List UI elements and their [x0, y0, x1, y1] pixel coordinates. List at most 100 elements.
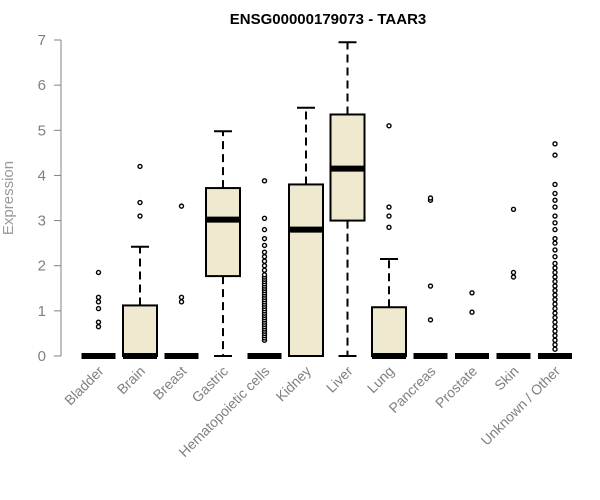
outlier-point [178, 203, 185, 209]
boxes [81, 41, 572, 359]
outlier-point [261, 258, 268, 264]
outlier-point [552, 235, 558, 242]
box-iqr [122, 304, 158, 358]
x-tick-label: Skin [491, 363, 522, 394]
outlier-point [552, 328, 558, 334]
x-tick-label: Liver [323, 363, 356, 396]
outlier-point [386, 213, 392, 219]
outlier-point [469, 290, 475, 296]
outlier-point [552, 190, 558, 197]
box-group [247, 178, 282, 359]
x-tick-label: Lung [364, 363, 397, 396]
outlier-point [552, 247, 558, 253]
outlier-point [137, 213, 143, 219]
outlier-point [386, 204, 392, 210]
outlier-point [552, 337, 558, 343]
box-group [413, 195, 448, 359]
y-tick-label: 0 [38, 348, 46, 365]
outlier-point [552, 310, 558, 316]
outlier-point [552, 305, 558, 312]
box-group [164, 203, 199, 359]
outlier-point [95, 323, 102, 330]
box-iqr [205, 187, 241, 278]
outlier-point [552, 204, 558, 210]
outlier-point [510, 274, 517, 280]
outlier-point [552, 240, 558, 246]
y-tick-label: 5 [38, 122, 46, 139]
outlier-point [510, 206, 517, 212]
outlier-point [552, 301, 558, 307]
outlier-point [137, 199, 143, 206]
outlier-point [552, 278, 558, 285]
outlier-point [552, 226, 558, 233]
outlier-point [552, 323, 558, 330]
x-tick-label: Breast [150, 363, 190, 403]
outlier-point [261, 178, 268, 184]
outlier-point [552, 253, 558, 260]
outlier-point [261, 263, 268, 269]
outlier-point [261, 272, 268, 278]
outlier-point [552, 152, 558, 158]
box-group [496, 206, 531, 359]
y-tick-label: 6 [38, 77, 46, 94]
outlier-point [261, 249, 268, 255]
box-group [371, 123, 407, 359]
outlier-point [178, 299, 185, 305]
y-tick-label: 1 [38, 303, 46, 320]
outlier-point [95, 294, 102, 301]
outlier-point [469, 309, 475, 315]
outlier-point [552, 296, 558, 303]
outlier-point [261, 226, 268, 233]
outlier-point [552, 269, 558, 276]
outlier-point [95, 299, 102, 305]
outlier-point [510, 269, 517, 276]
outlier-point [427, 317, 434, 323]
outlier-point [552, 319, 558, 325]
outlier-point [552, 332, 558, 339]
outlier-point [552, 265, 558, 271]
box-group [205, 130, 241, 357]
outlier-point [261, 253, 268, 260]
outlier-point [261, 267, 268, 273]
x-tick-label: Bladder [61, 363, 107, 409]
outlier-point [552, 342, 558, 348]
box-group [455, 290, 489, 359]
box-group [538, 141, 572, 359]
x-tick-label: Prostate [432, 363, 480, 411]
outlier-point [552, 197, 558, 203]
x-tick-label: Brain [114, 363, 148, 397]
x-tick-label: Unknown / Other [478, 363, 564, 449]
y-tick-label: 2 [38, 258, 46, 275]
outlier-point [95, 269, 102, 276]
x-tick-label: Kidney [273, 363, 315, 405]
outlier-point [552, 292, 558, 298]
outlier-point [178, 294, 185, 301]
box-group [81, 269, 116, 359]
outlier-point [552, 220, 558, 226]
box-group [122, 163, 158, 359]
box-group [288, 106, 324, 357]
box-iqr [288, 183, 324, 357]
outlier-point [261, 242, 268, 249]
outlier-point [261, 215, 268, 222]
y-ticks: 0 1 2 3 4 5 6 7 [38, 32, 61, 365]
outlier-point [386, 123, 392, 129]
outlier-point [552, 346, 558, 352]
outlier-point [552, 314, 558, 321]
outlier-point [427, 195, 434, 201]
outlier-point [552, 213, 558, 219]
outlier-point [552, 141, 558, 147]
outlier-point [427, 283, 434, 289]
outlier-point [552, 274, 558, 280]
y-axis-label: Expression [0, 161, 17, 235]
y-tick-label: 7 [38, 32, 46, 49]
outlier-point [261, 235, 268, 242]
outlier-point [552, 260, 558, 267]
outlier-point [137, 163, 143, 170]
y-tick-label: 4 [38, 167, 46, 184]
outlier-point [95, 305, 102, 312]
y-tick-label: 3 [38, 213, 46, 230]
box-group [329, 41, 366, 357]
outlier-point [552, 283, 558, 289]
